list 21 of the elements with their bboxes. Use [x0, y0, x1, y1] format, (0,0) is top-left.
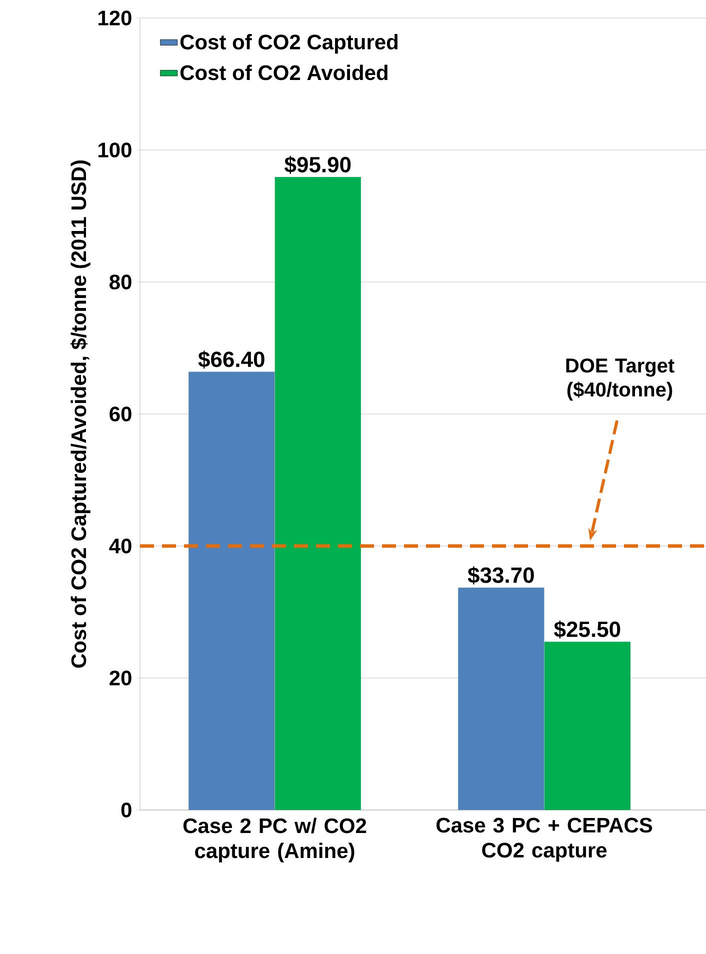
data-label: $66.40 [198, 350, 264, 369]
bar [544, 642, 630, 810]
bar [458, 588, 544, 810]
legend-label: Cost of CO2 Avoided [180, 64, 388, 80]
y-tick-label: 80 [110, 274, 132, 290]
data-label: $25.50 [554, 620, 620, 639]
legend-label: Cost of CO2 Captured [180, 34, 398, 54]
bar [188, 372, 275, 810]
y-tick-label: 60 [110, 406, 132, 422]
annotation: DOE Target ($40/tonne) [566, 358, 674, 401]
y-tick-label: 20 [110, 670, 132, 686]
y-tick-label: 100 [98, 142, 132, 158]
data-label: $33.70 [468, 566, 534, 584]
x-tick-label: Case 3 PC + CEPACS CO2 capture [436, 818, 652, 862]
x-tick-label: Case 2 PC w/ CO2 capture (Amine) [183, 818, 366, 862]
y-tick-label: 40 [109, 538, 132, 554]
data-label: $95.90 [284, 156, 351, 174]
y-axis-title: Cost of CO2 Captured/Avoided, $/tonne (2011 USD) [70, 160, 90, 668]
bar [274, 177, 361, 810]
y-tick-label: 120 [98, 10, 132, 26]
y-tick-label: 0 [121, 802, 132, 818]
